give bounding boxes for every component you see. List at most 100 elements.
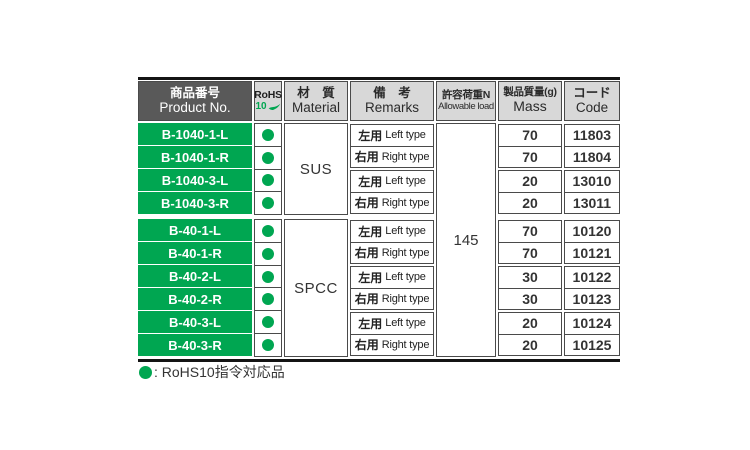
material-cell-spcc: SPCC [284,219,348,357]
remark-cell: 左用 Left type [351,221,433,243]
table-body: B-1040-1-L B-1040-1-R B-1040-3-L B-1040-… [138,123,620,357]
remark-ja: 右用 [354,246,379,261]
mass-cell: 30 [522,290,538,307]
rohs-cell [255,288,281,312]
product-no-cell: B-1040-3-R [138,192,252,215]
product-no-cell: B-40-1-R [138,242,252,265]
rohs-cell [255,192,281,214]
header-remarks-en: Remarks [364,100,419,116]
code-cell: 10124 [565,313,619,335]
header-code: コード Code [564,81,620,121]
code-cell: 10125 [572,336,612,353]
mass-cell: 20 [499,313,561,335]
product-no-cell: B-1040-1-L [138,123,252,146]
remark-en: Right type [381,338,430,351]
header-rohs: RoHS 10 [254,81,282,121]
rohs-dot-icon [262,197,274,210]
header-product-no-en: Product No. [159,100,231,116]
remark-en: Left type [385,317,426,330]
product-no-cell: B-1040-3-L [138,169,252,192]
rohs-dot-icon [262,247,274,260]
rohs-dot-icon [262,224,274,237]
allowable-load-cell: 145 [436,123,496,357]
code-cell: 10123 [572,290,612,307]
rohs-cell [255,220,281,243]
remarks-pair-box: 左用 Left type 右用 Right type [350,220,434,264]
header-material: 材 質 Material [284,81,348,121]
remark-en: Left type [385,175,426,188]
remarks-pair-box: 左用 Left type 右用 Right type [350,312,434,356]
header-product-no-ja: 商品番号 [169,86,220,101]
mass-cell: 20 [522,336,538,353]
rohs-cell [255,311,281,335]
product-no-cell: B-1040-1-R [138,146,252,169]
code-cell: 10122 [565,267,619,289]
rohs-cell [255,243,281,266]
mass-cell: 20 [499,171,561,193]
remark-en: Right type [381,196,430,209]
rohs-dot-icon [262,293,274,306]
code-cell: 13011 [572,194,612,211]
mass-cell: 70 [499,125,561,147]
remark-ja: 左用 [358,224,383,239]
remark-cell: 左用 Left type [351,267,433,289]
code-pair-box: 10120 10121 [564,220,620,264]
remark-ja: 右用 [354,292,379,307]
rohs-dot-icon [262,128,274,141]
remark-ja: 右用 [354,150,379,165]
mass-pair-box: 70 70 [498,220,562,264]
remark-ja: 左用 [358,270,383,285]
rohs-dot-icon [262,151,274,164]
remark-cell: 右用 Right type [351,243,433,264]
header-allowable-en: Allowable load [438,100,494,112]
remark-en: Left type [385,129,426,142]
header-rohs-label: RoHS [254,88,282,101]
product-no-cell: B-40-2-L [138,265,252,288]
code-pair-box: 10124 10125 [564,312,620,356]
rohs-dot-icon [262,316,274,329]
rohs-dot-icon [262,339,274,352]
mass-pair-box: 20 20 [498,312,562,356]
mass-cell: 70 [522,148,538,165]
remark-cell: 左用 Left type [351,313,433,335]
header-material-ja: 材 質 [297,86,335,101]
product-no-cell: B-40-1-L [138,219,252,242]
remark-en: Left type [385,225,426,238]
header-code-ja: コード [573,86,611,101]
remark-cell: 右用 Right type [351,289,433,310]
header-mass-ja: 製品質量(g) [503,86,557,99]
remarks-pair-box: 左用 Left type 右用 Right type [350,266,434,310]
rohs-cell [255,266,281,289]
remark-cell: 右用 Right type [351,335,433,356]
code-cell: 11803 [565,125,619,147]
mass-pair-box: 30 30 [498,266,562,310]
rohs-legend: : RoHS10指令対応品 [139,362,285,382]
remark-ja: 右用 [354,338,379,353]
header-mass-en: Mass [513,98,547,115]
code-cell: 13010 [565,171,619,193]
material-cell-sus: SUS [284,123,348,215]
remark-en: Right type [381,292,430,305]
remark-ja: 左用 [358,316,383,331]
mass-pair-box: 70 70 [498,124,562,168]
code-cell: 11804 [572,148,612,165]
code-pair-box: 13010 13011 [564,170,620,214]
header-rohs-number: 10 [255,101,267,113]
remark-en: Left type [385,271,426,284]
mass-cell: 30 [499,267,561,289]
rohs-legend-text: : RoHS10指令対応品 [154,364,285,380]
header-mass: 製品質量(g) Mass [498,81,562,121]
rohs-cell [255,334,281,356]
rohs-cell [255,170,281,193]
product-no-cell: B-40-3-R [138,334,252,357]
rohs-cell [255,124,281,147]
remark-ja: 右用 [354,196,379,211]
table-top-border [138,77,620,80]
remark-cell: 左用 Left type [351,125,433,147]
mass-cell: 20 [522,194,538,211]
table-bottom-border [138,359,620,362]
code-cell: 10120 [565,221,619,243]
rohs-cell [255,147,281,170]
product-no-cell: B-40-3-L [138,311,252,334]
mass-cell: 70 [522,244,538,261]
